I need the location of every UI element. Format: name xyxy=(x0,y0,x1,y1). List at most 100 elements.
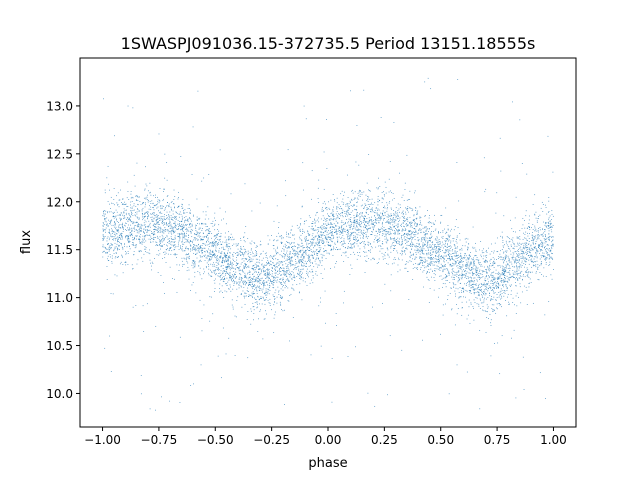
data-point xyxy=(395,259,397,260)
data-point xyxy=(148,252,150,254)
data-point xyxy=(130,197,132,199)
data-point xyxy=(436,242,438,244)
data-point xyxy=(250,258,252,260)
data-point xyxy=(185,225,187,226)
data-point xyxy=(449,265,451,267)
data-point xyxy=(248,259,249,261)
data-point xyxy=(359,213,360,215)
data-point xyxy=(370,210,371,212)
data-point xyxy=(170,236,172,238)
data-point xyxy=(102,223,104,225)
data-point xyxy=(459,268,461,269)
data-point xyxy=(305,250,307,252)
data-point xyxy=(506,281,508,282)
data-point xyxy=(524,237,526,239)
data-point xyxy=(409,260,411,262)
data-point xyxy=(342,204,344,205)
data-point xyxy=(545,235,546,237)
data-point xyxy=(382,221,383,223)
data-point xyxy=(457,281,459,283)
data-point xyxy=(299,275,301,277)
data-point xyxy=(363,89,365,91)
data-point xyxy=(276,240,278,242)
data-point xyxy=(493,258,495,260)
data-point xyxy=(478,275,480,277)
data-point xyxy=(447,269,449,271)
data-point xyxy=(442,243,444,245)
data-point xyxy=(181,232,183,234)
data-point xyxy=(223,279,224,281)
data-point xyxy=(478,263,480,265)
data-point xyxy=(501,272,503,274)
data-point xyxy=(205,236,207,238)
data-point xyxy=(125,222,126,224)
data-point xyxy=(200,261,202,262)
data-point xyxy=(320,226,322,228)
data-point xyxy=(437,256,439,257)
data-point xyxy=(552,239,554,241)
data-point xyxy=(152,238,154,240)
data-point xyxy=(303,255,305,257)
data-point xyxy=(467,281,469,283)
data-point xyxy=(545,259,546,261)
data-point xyxy=(260,288,262,290)
data-point xyxy=(390,236,391,238)
data-point xyxy=(263,274,265,276)
data-point xyxy=(231,266,233,268)
data-point xyxy=(527,235,529,237)
data-point xyxy=(159,242,161,244)
data-point xyxy=(474,268,476,270)
data-point xyxy=(111,247,112,249)
data-point xyxy=(155,219,157,221)
data-point xyxy=(341,212,343,214)
data-point xyxy=(523,246,525,248)
data-point xyxy=(451,250,453,252)
data-point xyxy=(139,210,141,212)
data-point xyxy=(323,224,325,225)
data-point xyxy=(329,227,331,229)
data-point xyxy=(435,253,437,254)
data-point xyxy=(529,254,531,256)
data-point xyxy=(244,276,246,278)
data-point xyxy=(307,247,309,248)
data-point xyxy=(277,279,278,281)
data-point xyxy=(523,258,525,260)
data-point xyxy=(478,262,480,264)
data-point xyxy=(183,226,185,228)
data-point xyxy=(534,256,536,258)
data-point xyxy=(462,274,464,276)
data-point xyxy=(520,276,522,277)
data-point xyxy=(465,237,467,239)
data-point xyxy=(301,240,303,242)
data-point xyxy=(532,232,534,233)
data-point xyxy=(442,269,444,271)
data-point xyxy=(406,218,408,220)
data-point xyxy=(475,242,476,244)
data-point xyxy=(210,296,212,298)
data-point xyxy=(308,235,310,236)
data-point xyxy=(386,210,388,212)
data-point xyxy=(284,271,286,273)
data-point xyxy=(424,81,426,83)
data-point xyxy=(272,267,273,269)
data-point xyxy=(525,247,527,249)
data-point xyxy=(447,250,449,252)
data-point xyxy=(102,240,104,241)
data-point xyxy=(414,232,416,233)
data-point xyxy=(192,282,194,283)
data-point xyxy=(236,259,238,261)
data-point xyxy=(186,235,187,237)
data-point xyxy=(171,241,173,242)
data-point xyxy=(464,283,466,285)
data-point xyxy=(515,258,517,260)
data-point xyxy=(308,265,310,267)
data-point xyxy=(226,254,227,256)
data-point xyxy=(538,244,540,245)
data-point xyxy=(113,211,115,213)
data-point xyxy=(406,224,408,226)
data-point xyxy=(426,228,428,230)
data-point xyxy=(127,264,129,265)
data-point xyxy=(340,238,342,239)
data-point xyxy=(280,303,282,305)
data-point xyxy=(323,251,325,253)
